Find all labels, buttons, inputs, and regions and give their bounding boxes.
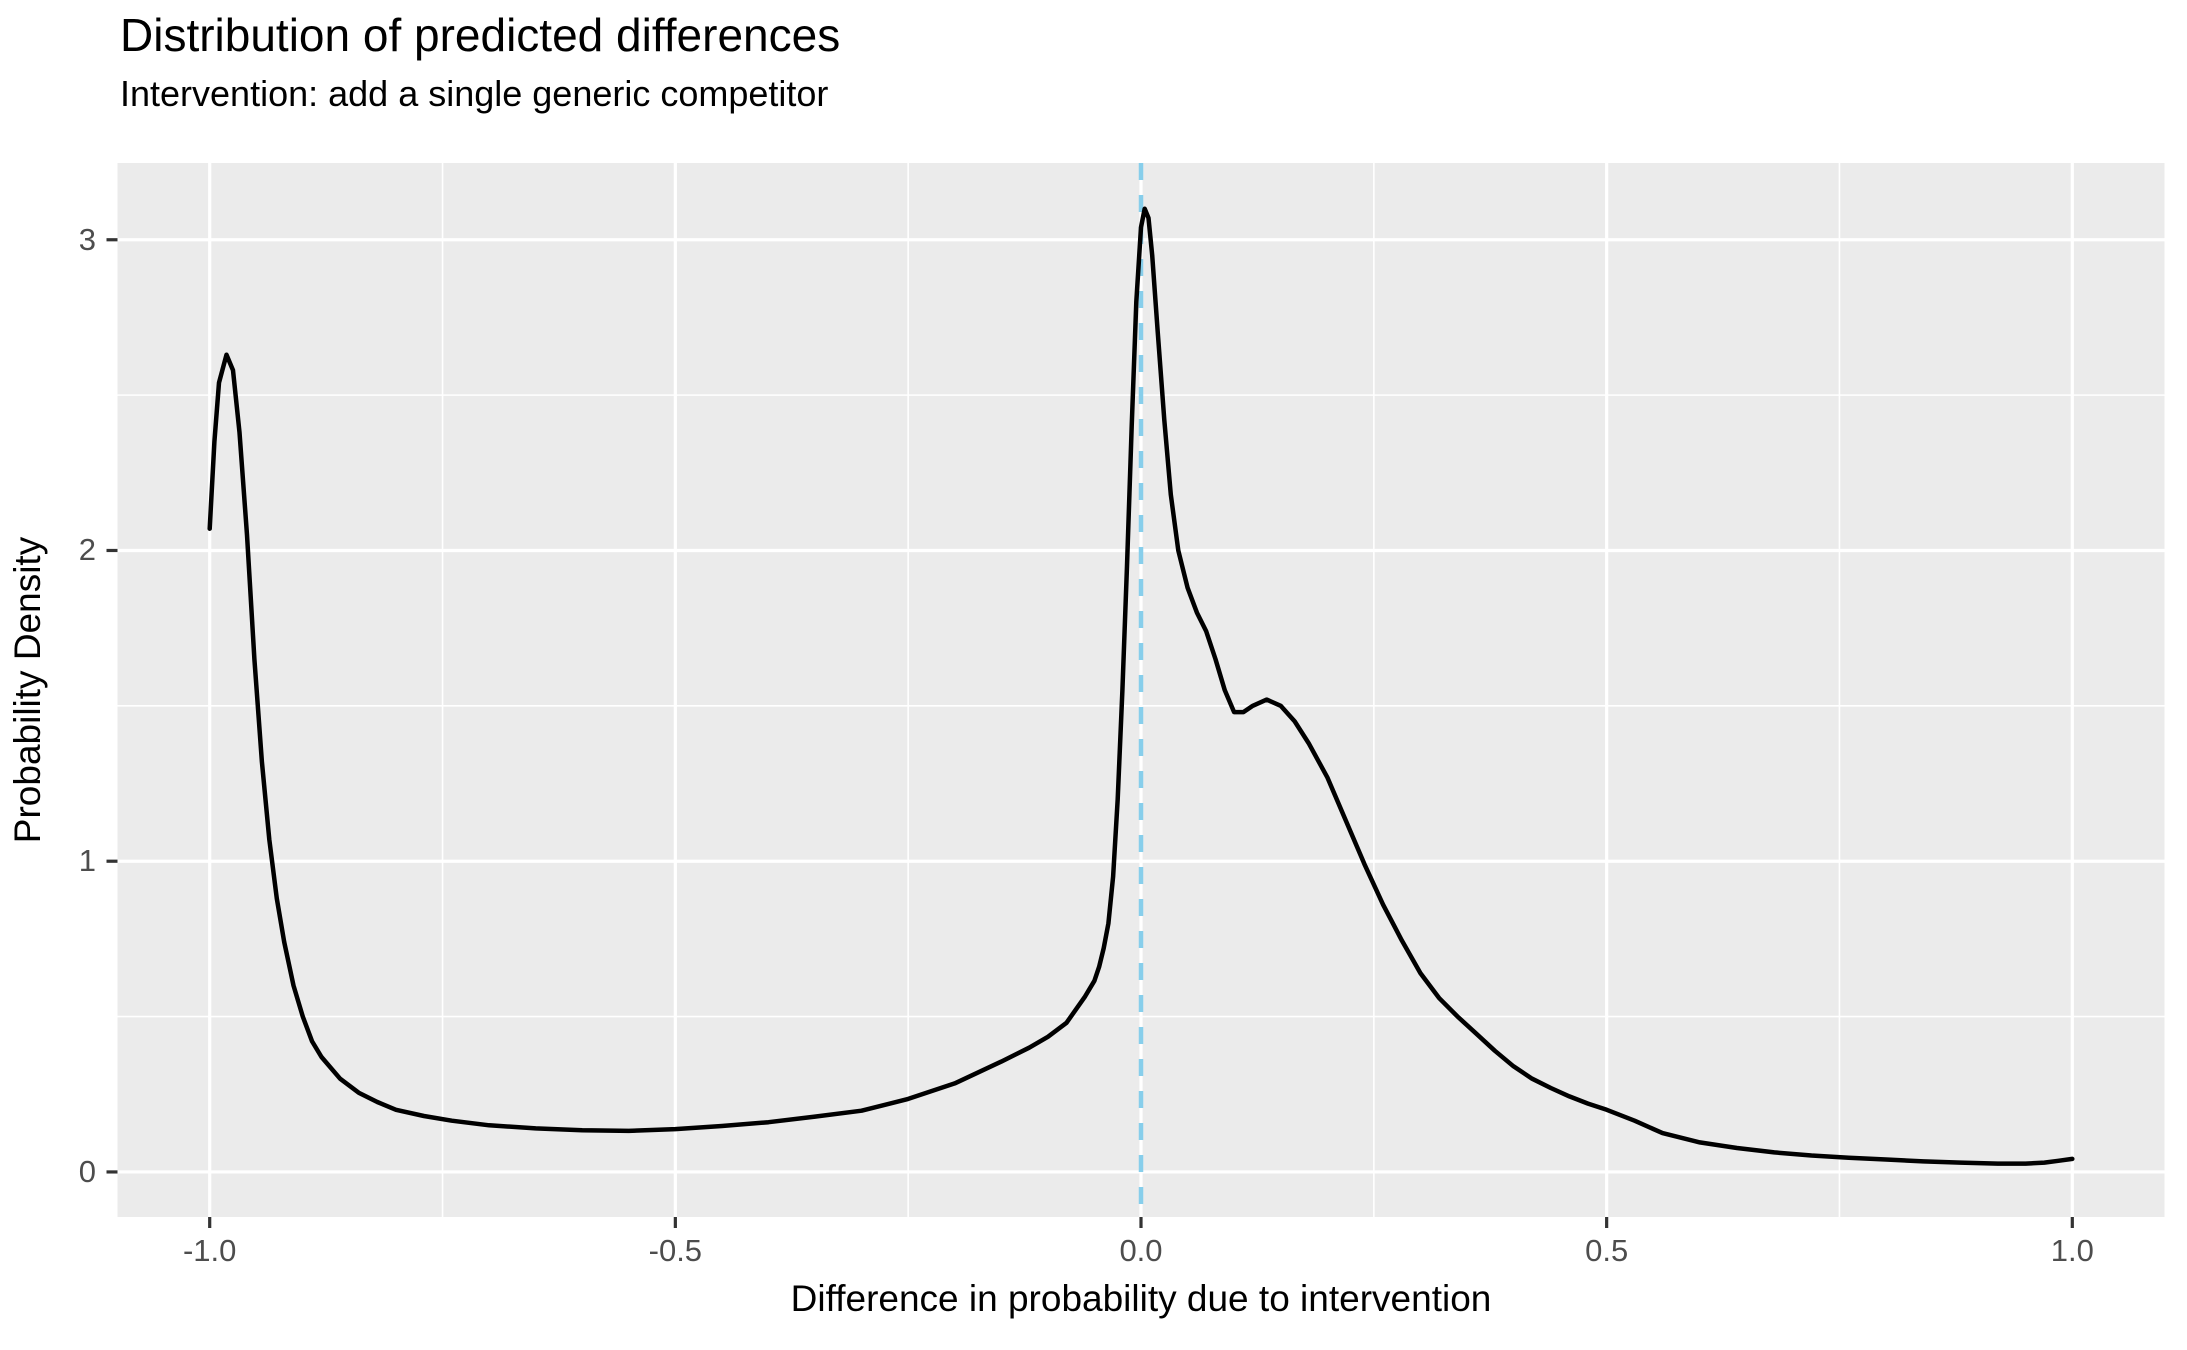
x-tick-label: 0.0 xyxy=(1119,1233,1163,1268)
y-axis-title: Probability Density xyxy=(7,536,48,844)
y-tick-label: 1 xyxy=(78,843,96,879)
density-curve xyxy=(207,206,2075,1166)
x-tick-label: 1.0 xyxy=(2050,1233,2094,1268)
x-tick-label: -0.5 xyxy=(648,1233,703,1268)
x-axis-title: Difference in probability due to interve… xyxy=(790,1278,1492,1319)
y-tick-label: 3 xyxy=(78,221,96,257)
y-tick-label: 2 xyxy=(78,532,96,568)
chart-title: Distribution of predicted differences xyxy=(120,9,841,61)
y-tick-label: 0 xyxy=(78,1153,96,1189)
x-tick-label: 0.5 xyxy=(1585,1233,1629,1268)
chart-subtitle: Intervention: add a single generic compe… xyxy=(120,73,829,114)
x-tick-label: -1.0 xyxy=(182,1233,237,1268)
